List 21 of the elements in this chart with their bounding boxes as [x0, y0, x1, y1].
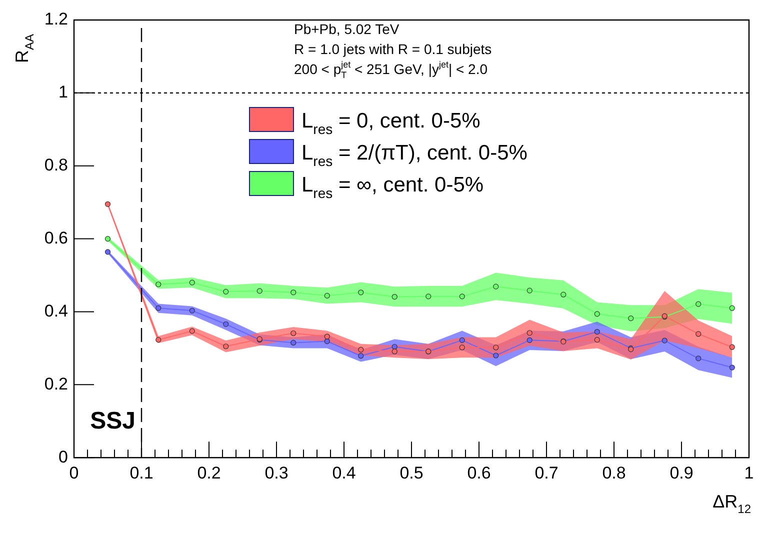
y-tick-label: 0.4 [44, 301, 68, 320]
x-tick-label: 0.8 [602, 463, 626, 482]
y-tick-label: 0.6 [44, 228, 68, 248]
annotation: R = 1.0 jets with R = 0.1 subjets [294, 41, 492, 57]
annotation: Pb+Pb, 5.02 TeV [294, 21, 400, 37]
x-tick-label: 0.2 [197, 463, 221, 482]
y-tick-label: 0.2 [44, 374, 68, 394]
ref-line-label: SSJ [90, 408, 136, 435]
x-tick-label: 0.4 [332, 463, 356, 482]
x-tick-label: 0.9 [670, 463, 694, 482]
y-tick-label: 1.2 [44, 10, 68, 29]
x-tick-label: 1 [744, 463, 754, 482]
x-tick-label: 0.5 [400, 463, 424, 482]
x-tick-label: 0.1 [130, 463, 154, 482]
x-tick-label: 0.3 [264, 463, 288, 482]
y-tick-label: 0 [58, 447, 68, 466]
y-axis-title: RAA [12, 34, 36, 64]
x-tick-label: 0.6 [467, 463, 491, 482]
y-tick-label: 0.8 [44, 156, 68, 175]
y-tick-label: 1 [58, 82, 68, 102]
x-tick-label: 0.7 [534, 463, 558, 482]
